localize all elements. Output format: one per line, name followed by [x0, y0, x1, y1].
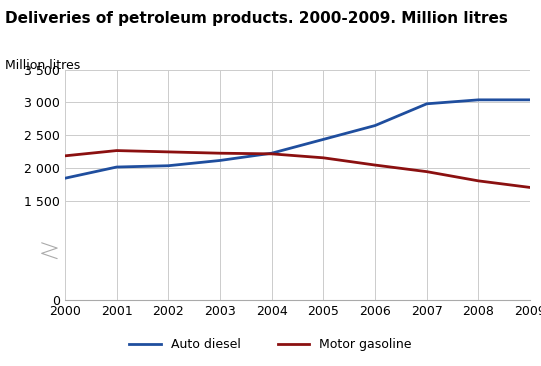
Auto diesel: [165, 164, 171, 168]
Auto diesel: [320, 137, 327, 142]
Text: Million litres: Million litres: [5, 59, 81, 72]
Auto diesel: [217, 158, 223, 163]
Text: Deliveries of petroleum products. 2000-2009. Million litres: Deliveries of petroleum products. 2000-2…: [5, 11, 509, 26]
Auto diesel: [114, 165, 120, 169]
Motor gasoline: [424, 169, 430, 174]
Line: Auto diesel: Auto diesel: [65, 100, 530, 178]
Motor gasoline: [475, 179, 481, 183]
Line: Motor gasoline: Motor gasoline: [65, 150, 530, 187]
Motor gasoline: [114, 148, 120, 153]
Auto diesel: [268, 151, 275, 156]
Legend: Auto diesel, Motor gasoline: Auto diesel, Motor gasoline: [124, 333, 417, 356]
Motor gasoline: [527, 185, 533, 190]
Auto diesel: [424, 102, 430, 106]
Motor gasoline: [217, 151, 223, 156]
Motor gasoline: [62, 154, 68, 158]
Auto diesel: [527, 98, 533, 102]
Motor gasoline: [372, 163, 378, 167]
Motor gasoline: [268, 152, 275, 156]
Motor gasoline: [320, 156, 327, 160]
Auto diesel: [62, 176, 68, 180]
Auto diesel: [372, 123, 378, 128]
Auto diesel: [475, 98, 481, 102]
Motor gasoline: [165, 150, 171, 154]
